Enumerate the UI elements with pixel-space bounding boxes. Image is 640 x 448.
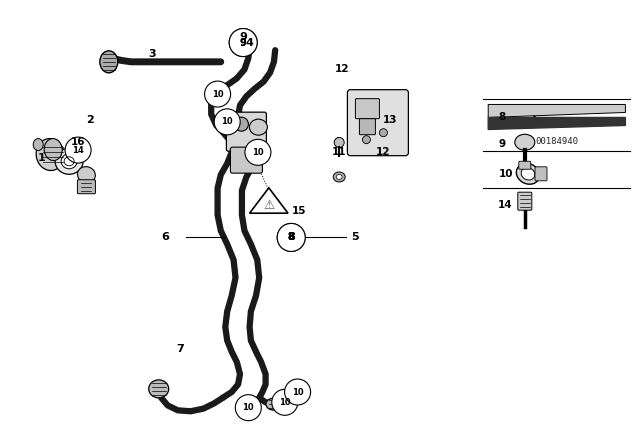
Ellipse shape	[294, 381, 308, 392]
Text: 5: 5	[351, 232, 359, 241]
FancyBboxPatch shape	[360, 119, 376, 135]
Text: 16: 16	[71, 138, 85, 147]
Text: 6: 6	[161, 232, 169, 241]
FancyBboxPatch shape	[535, 167, 547, 181]
Text: 3: 3	[148, 49, 156, 59]
Text: 12: 12	[376, 147, 390, 157]
Circle shape	[245, 139, 271, 165]
Text: 10: 10	[221, 117, 233, 126]
Text: 8: 8	[287, 232, 295, 241]
Circle shape	[362, 136, 371, 144]
Ellipse shape	[250, 119, 268, 135]
Text: 10: 10	[252, 148, 264, 157]
Text: 14: 14	[72, 146, 84, 155]
Text: 15: 15	[292, 206, 307, 215]
Ellipse shape	[266, 398, 282, 410]
Ellipse shape	[33, 138, 44, 151]
FancyBboxPatch shape	[519, 161, 531, 169]
Text: 8: 8	[288, 233, 294, 242]
Text: 10: 10	[243, 403, 254, 412]
Ellipse shape	[55, 148, 83, 174]
Circle shape	[229, 29, 257, 56]
Ellipse shape	[61, 154, 77, 169]
FancyBboxPatch shape	[518, 192, 532, 210]
Text: 9: 9	[239, 32, 247, 42]
Circle shape	[380, 129, 387, 137]
Text: 10: 10	[212, 90, 223, 99]
Text: 10: 10	[279, 398, 291, 407]
Text: 7: 7	[177, 344, 184, 353]
Text: 9: 9	[499, 139, 506, 149]
Text: 10: 10	[499, 169, 513, 179]
Polygon shape	[488, 104, 625, 117]
FancyBboxPatch shape	[348, 90, 408, 156]
FancyBboxPatch shape	[227, 112, 266, 151]
Ellipse shape	[334, 138, 344, 147]
Circle shape	[272, 389, 298, 415]
Circle shape	[205, 81, 230, 107]
Polygon shape	[250, 188, 288, 213]
Circle shape	[214, 109, 240, 135]
Text: 12: 12	[335, 65, 349, 74]
Text: 4: 4	[246, 38, 253, 47]
Text: 9: 9	[240, 38, 246, 47]
Ellipse shape	[333, 172, 345, 182]
Ellipse shape	[516, 164, 540, 184]
Text: 2: 2	[86, 115, 93, 125]
Ellipse shape	[148, 380, 169, 398]
Circle shape	[65, 137, 91, 163]
Text: 1: 1	[38, 153, 45, 163]
Text: 14: 14	[499, 200, 513, 210]
Text: 00184940: 00184940	[535, 137, 579, 146]
Ellipse shape	[36, 138, 64, 171]
Circle shape	[236, 395, 261, 421]
Ellipse shape	[44, 138, 62, 160]
Text: 8: 8	[499, 112, 506, 122]
Ellipse shape	[515, 134, 535, 150]
FancyBboxPatch shape	[230, 147, 262, 173]
Circle shape	[277, 224, 305, 251]
Ellipse shape	[77, 167, 95, 183]
Ellipse shape	[100, 51, 118, 73]
Circle shape	[277, 224, 305, 251]
Text: 9: 9	[240, 38, 246, 47]
Ellipse shape	[521, 168, 535, 180]
Polygon shape	[488, 117, 625, 129]
Text: 10: 10	[292, 388, 303, 396]
Text: 8: 8	[287, 232, 295, 241]
FancyBboxPatch shape	[355, 99, 380, 119]
Text: 8: 8	[288, 233, 294, 242]
Text: ⚠: ⚠	[263, 198, 275, 211]
Circle shape	[229, 29, 257, 56]
Circle shape	[285, 379, 310, 405]
Text: 11: 11	[332, 147, 346, 157]
Ellipse shape	[336, 174, 342, 180]
Ellipse shape	[234, 117, 248, 131]
Text: 13: 13	[383, 115, 397, 125]
FancyBboxPatch shape	[77, 180, 95, 194]
